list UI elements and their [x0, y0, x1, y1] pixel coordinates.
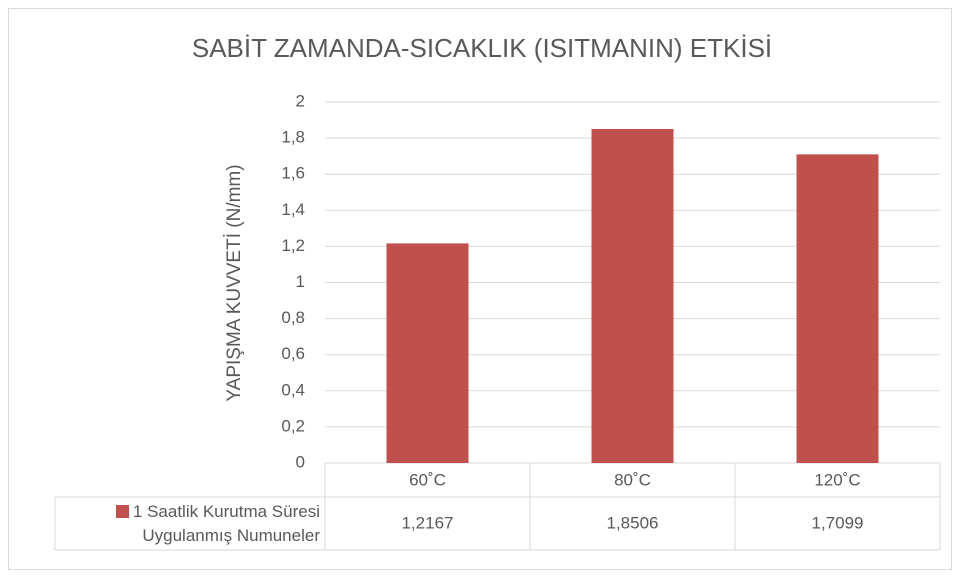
y-tick-label: 0 [296, 452, 305, 471]
bar [386, 243, 469, 463]
y-tick-label: 1 [296, 272, 305, 291]
bar [591, 128, 674, 463]
bar [796, 154, 879, 464]
y-tick-label: 1,6 [281, 164, 305, 183]
y-tick-label: 2 [296, 91, 305, 110]
legend: 1 Saatlik Kurutma Süresi Uygulanmış Numu… [58, 500, 320, 548]
table-value: 1,7099 [812, 513, 864, 532]
x-tick-label: 120˚C [814, 470, 860, 489]
legend-swatch [115, 505, 129, 518]
y-tick-label: 0,6 [281, 344, 305, 363]
y-tick-label: 1,8 [281, 128, 305, 147]
x-tick-label: 60˚C [409, 470, 446, 489]
y-tick-label: 0,4 [281, 380, 305, 399]
x-tick-label: 80˚C [614, 470, 651, 489]
chart-title: SABİT ZAMANDA-SICAKLIK (ISITMANIN) ETKİS… [192, 33, 772, 63]
y-tick-label: 0,2 [281, 416, 305, 435]
legend-label: 1 Saatlik Kurutma Süresi Uygulanmış Numu… [132, 502, 320, 545]
y-tick-label: 0,8 [281, 308, 305, 327]
table-value: 1,2167 [402, 513, 454, 532]
y-tick-label: 1,4 [281, 200, 305, 219]
y-tick-label: 1,2 [281, 236, 305, 255]
y-axis-label: YAPIŞMA KUVVETİ (N/mm) [224, 164, 245, 401]
chart-border [8, 8, 952, 570]
table-value: 1,8506 [607, 513, 659, 532]
